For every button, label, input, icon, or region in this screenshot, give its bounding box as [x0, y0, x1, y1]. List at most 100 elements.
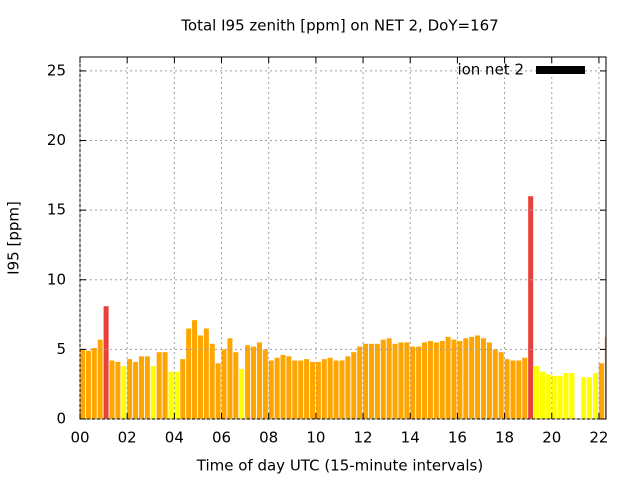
bar	[480, 338, 486, 419]
bar	[180, 359, 186, 419]
bar	[510, 360, 516, 419]
bar	[186, 328, 192, 419]
x-tick-label: 00	[70, 429, 89, 447]
x-tick-label: 06	[212, 429, 231, 447]
bar	[386, 338, 392, 419]
x-axis-label: Time of day UTC (15-minute intervals)	[196, 457, 483, 475]
x-tick-label: 22	[589, 429, 608, 447]
bar	[109, 360, 115, 419]
y-tick-label: 20	[47, 131, 66, 149]
bar	[127, 359, 133, 419]
bar	[138, 356, 144, 419]
y-tick-label: 10	[47, 270, 66, 288]
bar	[239, 368, 245, 419]
bar	[551, 375, 557, 419]
bar	[463, 338, 469, 419]
bar	[557, 375, 563, 419]
x-tick-label: 08	[259, 429, 278, 447]
bar	[309, 361, 315, 419]
bar	[357, 346, 363, 419]
bar	[345, 356, 351, 419]
bar	[315, 361, 321, 419]
bar	[245, 345, 251, 419]
x-tick-label: 20	[542, 429, 561, 447]
legend-swatch	[536, 66, 585, 74]
bar	[404, 342, 410, 419]
bar	[91, 347, 97, 419]
bar	[475, 335, 481, 419]
bar	[522, 357, 528, 419]
bar	[121, 366, 127, 419]
bar	[162, 352, 168, 419]
bar	[451, 339, 457, 419]
bar	[103, 306, 109, 419]
bar	[274, 357, 280, 419]
bar	[433, 342, 439, 419]
bar	[486, 342, 492, 419]
bar	[251, 346, 257, 419]
bar	[593, 373, 599, 419]
bar	[192, 320, 198, 419]
bar	[133, 361, 139, 419]
bar	[516, 360, 522, 419]
bar	[587, 377, 593, 419]
bar	[209, 343, 215, 419]
bar	[534, 366, 540, 419]
bar	[392, 343, 398, 419]
x-tick-label: 02	[118, 429, 137, 447]
bar	[333, 360, 339, 419]
bar	[545, 374, 551, 419]
bar	[498, 352, 504, 419]
bar	[363, 343, 369, 419]
bar	[569, 373, 575, 419]
bar	[380, 339, 386, 419]
bar	[150, 366, 156, 419]
bar	[286, 356, 292, 419]
bar	[268, 360, 274, 419]
bar	[422, 342, 428, 419]
bar	[374, 343, 380, 419]
bar	[445, 336, 451, 419]
bar	[221, 349, 227, 419]
bar	[256, 342, 262, 419]
x-tick-label: 18	[495, 429, 514, 447]
bar	[115, 361, 121, 419]
legend-label: ion net 2	[457, 61, 524, 79]
bar	[280, 354, 286, 419]
bar	[351, 352, 357, 419]
bar	[528, 196, 534, 419]
bar	[581, 377, 587, 419]
bar	[492, 349, 498, 419]
bar	[469, 336, 475, 419]
x-tick-label: 04	[165, 429, 184, 447]
bar	[321, 359, 327, 419]
bar	[563, 373, 569, 419]
bar	[368, 343, 374, 419]
plot-area	[80, 196, 606, 419]
bar	[339, 360, 345, 419]
bar	[233, 352, 239, 419]
bar	[97, 339, 103, 419]
y-tick-label: 25	[47, 61, 66, 79]
bar	[304, 359, 310, 419]
y-tick-label: 0	[56, 410, 66, 428]
bar	[410, 346, 416, 419]
bar	[504, 359, 510, 419]
bar	[327, 357, 333, 419]
bar	[156, 352, 162, 419]
bar	[262, 349, 268, 419]
bar	[80, 349, 86, 419]
bar	[292, 360, 298, 419]
bar	[203, 328, 209, 419]
bar	[539, 371, 545, 419]
bar	[174, 371, 180, 419]
chart-title: Total I95 zenith [ppm] on NET 2, DoY=167	[180, 17, 498, 35]
bar	[604, 336, 606, 419]
bar	[197, 335, 203, 419]
bar	[439, 341, 445, 419]
y-tick-label: 15	[47, 201, 66, 219]
bar	[427, 341, 433, 419]
bar	[215, 363, 221, 419]
bar	[598, 363, 604, 419]
